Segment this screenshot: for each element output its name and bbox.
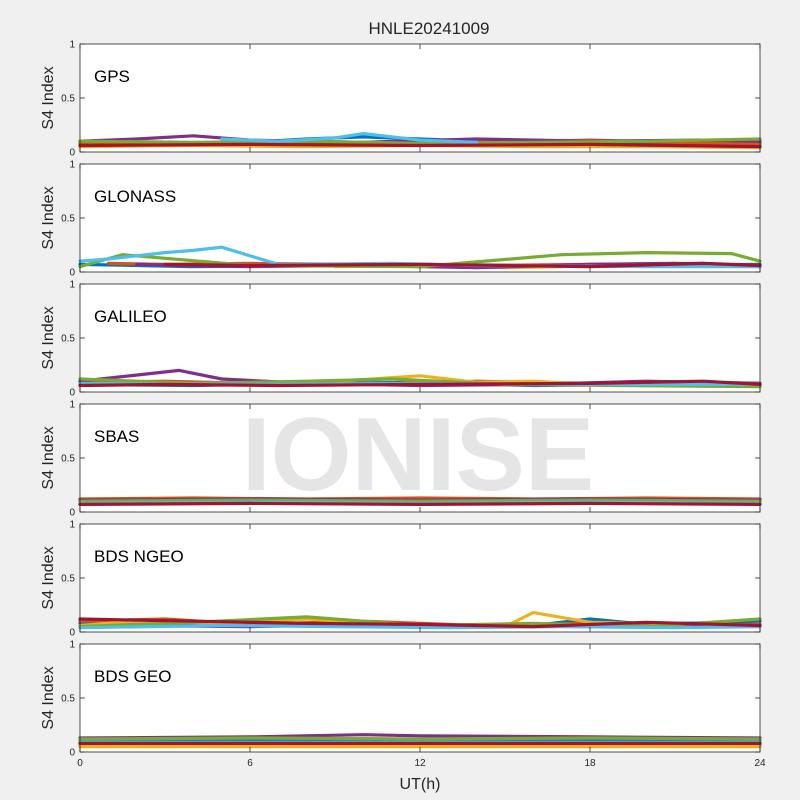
y-tick-label: 0.5 bbox=[61, 94, 75, 105]
x-tick-label: 18 bbox=[584, 758, 596, 769]
series-line bbox=[78, 623, 762, 630]
y-tick-label: 0.5 bbox=[61, 694, 75, 705]
x-tick-label: 6 bbox=[247, 758, 253, 769]
panel-sbas: 0 0.5 1 SBAS S4 Index bbox=[40, 400, 762, 519]
y-tick-label: 1 bbox=[69, 400, 75, 411]
panel-label: BDS GEO bbox=[94, 667, 171, 686]
panel-bds-geo: 0 0.5 1 BDS GEO S4 Index 0 6 12 18 24 bbox=[40, 640, 766, 770]
y-axis-label: S4 Index bbox=[40, 306, 57, 369]
y-tick-label: 0.5 bbox=[61, 454, 75, 465]
panel-label: SBAS bbox=[94, 427, 139, 446]
y-axis-label: S4 Index bbox=[40, 186, 57, 249]
plot-area bbox=[80, 644, 760, 752]
panel-label: BDS NGEO bbox=[94, 547, 184, 566]
panel-label: GLONASS bbox=[94, 187, 176, 206]
panel-glonass: 0 0.5 1 GLONASS S4 Index bbox=[40, 160, 762, 279]
y-tick-label: 0 bbox=[69, 148, 75, 159]
y-axis-label: S4 Index bbox=[40, 666, 57, 729]
panel-label: GALILEO bbox=[94, 307, 167, 326]
plot-area bbox=[80, 44, 760, 152]
series-line bbox=[163, 261, 762, 269]
panel-galileo: 0 0.5 1 GALILEO S4 Index bbox=[40, 280, 762, 399]
y-tick-label: 1 bbox=[69, 160, 75, 171]
y-tick-label: 0.5 bbox=[61, 334, 75, 345]
y-tick-label: 1 bbox=[69, 40, 75, 51]
y-tick-label: 1 bbox=[69, 640, 75, 651]
y-tick-label: 0 bbox=[69, 508, 75, 519]
plot-area bbox=[80, 524, 760, 632]
x-tick-label: 24 bbox=[754, 758, 766, 769]
y-tick-label: 0 bbox=[69, 628, 75, 639]
plot-area bbox=[80, 404, 760, 512]
series-line bbox=[220, 132, 479, 144]
y-tick-label: 0 bbox=[69, 268, 75, 279]
x-tick-label: 12 bbox=[414, 758, 426, 769]
y-tick-label: 0.5 bbox=[61, 214, 75, 225]
y-tick-label: 0 bbox=[69, 388, 75, 399]
y-tick-label: 1 bbox=[69, 520, 75, 531]
series-line bbox=[78, 501, 762, 506]
y-axis-label: S4 Index bbox=[40, 546, 57, 609]
x-axis-label: UT(h) bbox=[400, 776, 441, 793]
y-tick-label: 0 bbox=[69, 748, 75, 759]
series-line bbox=[78, 617, 762, 629]
panels-group: 0 0.5 1 GPS S4 Index 0 0.5 1 GLONASS S4 Index 0 0.5… bbox=[40, 40, 766, 770]
chart-title: HNLE20241009 bbox=[369, 19, 490, 38]
y-tick-label: 0.5 bbox=[61, 574, 75, 585]
plot-area bbox=[80, 164, 760, 272]
series-line bbox=[78, 498, 762, 503]
series-line bbox=[78, 137, 762, 145]
panel-label: GPS bbox=[94, 67, 130, 86]
series-line bbox=[78, 142, 762, 149]
panel-gps: 0 0.5 1 GPS S4 Index bbox=[40, 40, 762, 159]
y-axis-label: S4 Index bbox=[40, 66, 57, 129]
x-tick-label: 0 bbox=[77, 758, 83, 769]
y-tick-label: 1 bbox=[69, 280, 75, 291]
y-axis-label: S4 Index bbox=[40, 426, 57, 489]
series-line bbox=[78, 736, 762, 741]
watermark: IONISE bbox=[242, 397, 595, 513]
panel-bds-ngeo: 0 0.5 1 BDS NGEO S4 Index bbox=[40, 520, 762, 639]
series-line bbox=[78, 379, 762, 388]
